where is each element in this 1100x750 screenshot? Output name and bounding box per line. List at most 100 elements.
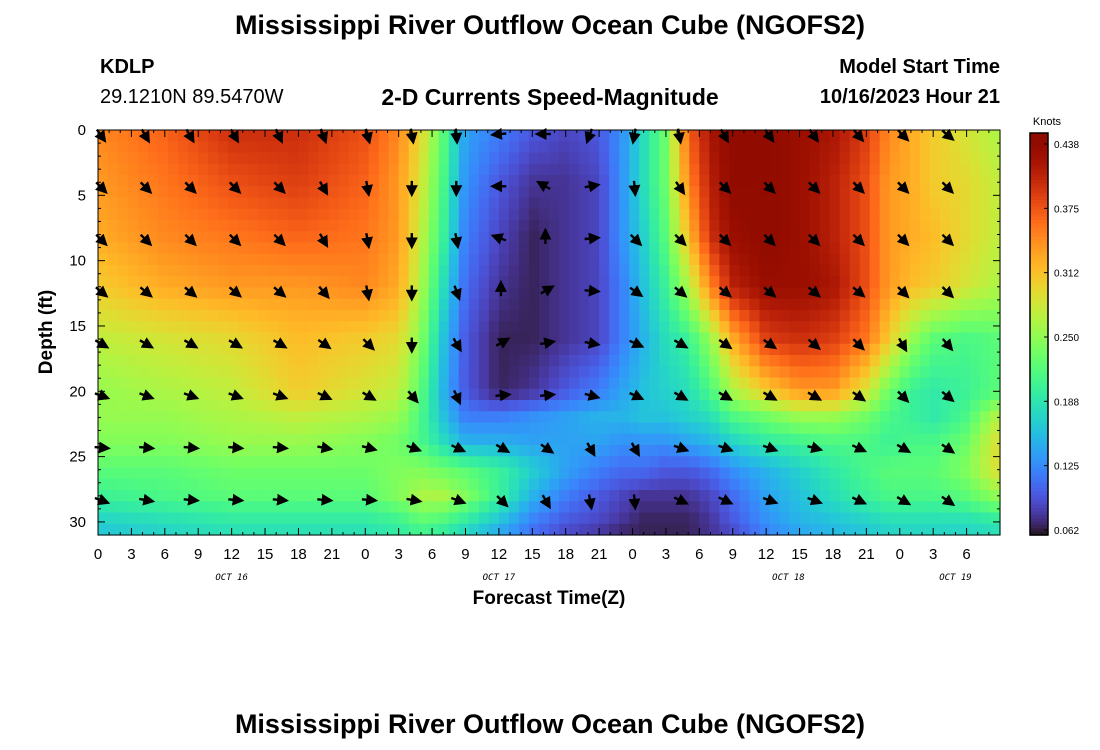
heatmap-cell	[258, 141, 269, 154]
heatmap-cell	[458, 287, 470, 300]
heatmap-cell	[579, 355, 590, 367]
heatmap-cell	[939, 152, 951, 165]
heatmap-cell	[759, 355, 771, 367]
heatmap-cell	[799, 467, 811, 480]
heatmap-cell	[378, 276, 390, 289]
current-vector	[362, 338, 375, 351]
heatmap-cell	[929, 388, 941, 401]
heatmap-cell	[859, 478, 871, 491]
x-axis-label: Forecast Time(Z)	[473, 588, 626, 609]
heatmap-cell	[208, 355, 219, 367]
heatmap-cell	[879, 265, 891, 277]
heatmap-cell	[969, 343, 981, 356]
heatmap-cell	[909, 175, 921, 187]
heatmap-cell	[538, 512, 550, 525]
heatmap-cell	[378, 298, 390, 311]
heatmap-cell	[128, 501, 139, 514]
heatmap-cell	[639, 400, 650, 412]
heatmap-cell	[669, 366, 680, 379]
current-vector	[718, 441, 734, 453]
heatmap-cell	[488, 186, 500, 199]
heatmap-cell	[889, 478, 901, 491]
heatmap-cell	[739, 400, 751, 412]
current-vector	[718, 389, 734, 401]
heatmap-cell	[609, 422, 620, 435]
heatmap-cell	[228, 343, 239, 356]
heatmap-cell	[739, 445, 751, 457]
heatmap-cell	[819, 220, 831, 232]
heatmap-cell	[569, 523, 580, 536]
heatmap-cell	[308, 456, 320, 469]
heatmap-cell	[458, 456, 470, 469]
heatmap-cell	[318, 321, 330, 334]
heatmap-cell	[889, 152, 901, 165]
heatmap-cell	[789, 276, 801, 289]
heatmap-cell	[949, 163, 961, 176]
heatmap-cell	[849, 433, 861, 446]
heatmap-cell	[869, 175, 881, 187]
heatmap-cell	[218, 366, 229, 379]
heatmap-cell	[338, 287, 350, 300]
heatmap-cell	[358, 400, 370, 412]
heatmap-cell	[949, 523, 961, 536]
heatmap-cell	[168, 512, 179, 525]
colorbar-band	[1030, 260, 1048, 265]
heatmap-cell	[408, 242, 420, 255]
heatmap-cell	[248, 265, 259, 277]
heatmap-cell	[438, 512, 450, 525]
x-tick-label: 15	[257, 546, 274, 563]
heatmap-cell	[468, 163, 480, 176]
heatmap-cell	[669, 276, 680, 289]
heatmap-cell	[619, 163, 630, 176]
heatmap-cell	[579, 276, 590, 289]
heatmap-cell	[849, 175, 861, 187]
heatmap-cell	[388, 512, 400, 525]
heatmap-cell	[438, 298, 450, 311]
heatmap-cell	[138, 197, 149, 210]
heatmap-cell	[959, 343, 971, 356]
heatmap-cell	[689, 456, 700, 469]
heatmap-cell	[388, 490, 400, 502]
heatmap-cell	[238, 411, 249, 424]
y-tick-label: 15	[69, 318, 86, 335]
heatmap-cell	[569, 321, 580, 334]
heatmap-cell	[909, 400, 921, 412]
heatmap-cell	[709, 321, 720, 334]
heatmap-cell	[438, 332, 450, 345]
heatmap-cell	[869, 422, 881, 435]
heatmap-cell	[468, 197, 480, 210]
colorbar-band	[1030, 521, 1048, 526]
heatmap-cell	[839, 456, 851, 469]
heatmap-cell	[208, 298, 219, 311]
heatmap-cell	[929, 287, 941, 300]
heatmap-cell	[398, 467, 410, 480]
heatmap-cell	[869, 231, 881, 244]
heatmap-cell	[198, 163, 209, 176]
heatmap-cell	[388, 253, 400, 266]
heatmap-cell	[518, 478, 530, 491]
heatmap-cell	[328, 523, 340, 536]
heatmap-cell	[719, 501, 730, 514]
heatmap-cell	[779, 253, 791, 266]
heatmap-cell	[258, 456, 269, 469]
heatmap-cell	[699, 501, 710, 514]
heatmap-cell	[408, 253, 420, 266]
heatmap-cell	[579, 377, 590, 390]
heatmap-cell	[498, 478, 510, 491]
heatmap-cell	[649, 501, 660, 514]
heatmap-cell	[649, 433, 660, 446]
heatmap-cell	[579, 220, 590, 232]
heatmap-cell	[238, 197, 249, 210]
heatmap-cell	[669, 456, 680, 469]
heatmap-cell	[699, 287, 710, 300]
heatmap-cell	[909, 456, 921, 469]
current-vector	[673, 493, 689, 505]
heatmap-cell	[158, 265, 169, 277]
heatmap-cell	[559, 321, 570, 334]
heatmap-cell	[508, 242, 520, 255]
heatmap-cell	[128, 366, 139, 379]
heatmap-cell	[488, 321, 500, 334]
heatmap-cell	[138, 366, 149, 379]
heatmap-cell	[909, 433, 921, 446]
heatmap-cell	[118, 332, 129, 345]
